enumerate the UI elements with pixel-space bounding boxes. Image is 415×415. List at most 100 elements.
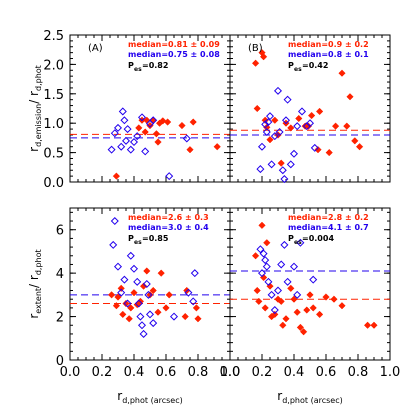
panel-a-point-blue [165, 172, 174, 181]
panel-d-median-red-text: median=2.8 ± 0.2 [288, 213, 369, 222]
panel-d-point-red [322, 293, 330, 301]
panel-c-xtick-label: 0.0 [60, 365, 81, 380]
panel-d-point-red [258, 221, 266, 230]
panel-d-point-red [287, 284, 295, 292]
panel-d-point-red [315, 310, 324, 319]
panel-c-ytick-label: 0 [56, 354, 64, 369]
panel-d-point-red [306, 291, 314, 299]
panel-c-point-red [119, 310, 127, 319]
panel-d-xtick-label: 0.6 [316, 365, 337, 380]
panel-a-median-red-text: median=0.81 ± 0.09 [128, 40, 220, 49]
panel-d-xtick-label: 0.4 [284, 365, 305, 380]
panel-a-p-value: =0.82 [142, 61, 168, 70]
panel-d-point-red [338, 302, 346, 310]
panel-d-point-red [255, 297, 263, 306]
panel-b-point-red [351, 137, 359, 145]
panel-a-point-red [135, 124, 143, 132]
panel-c-point-blue [169, 312, 179, 321]
panel-c-point-red [181, 312, 189, 321]
panel-d-point-red [330, 295, 338, 303]
panel-c-xtick-label: 1.0 [220, 365, 241, 380]
panel-a-point-red [149, 116, 157, 124]
panel-b-point-red [266, 136, 274, 144]
panel-c-point-red [122, 299, 130, 308]
panel-c-point-red [107, 291, 116, 299]
panel-a-median-blue-text: median=0.75 ± 0.08 [128, 50, 220, 59]
panel-a-ytick-label: 1.0 [43, 117, 64, 132]
panel-c-point-blue [144, 290, 153, 299]
panel-c-point-blue [109, 240, 118, 249]
panel-d-point-red [299, 328, 308, 336]
panel-b-point-red [346, 93, 354, 101]
panel-b-point-blue [257, 142, 267, 151]
panel-b-point-blue [286, 160, 295, 169]
panel-c-point-red [162, 304, 170, 312]
panel-a-point-blue [133, 132, 142, 141]
panel-b-p-value: =0.42 [302, 61, 328, 70]
panel-d-point-red [282, 315, 290, 323]
panel-c-ylabel: rextent/ rd,phot [27, 249, 43, 318]
panel-c-point-red [114, 293, 122, 301]
panel-c-point-blue [113, 262, 123, 271]
panel-c-point-red [154, 308, 162, 316]
panel-c-point-blue [120, 275, 129, 284]
panel-d-point-blue [256, 245, 265, 254]
panel-a-point-red [186, 146, 194, 154]
panel-d-point-blue [309, 275, 318, 284]
panel-b-point-red [287, 124, 295, 132]
panel-c-point-blue [123, 299, 132, 308]
panel-c-xtick-label: 0.8 [188, 365, 209, 380]
panel-c-point-blue [184, 288, 193, 297]
panel-b-point-red [304, 122, 313, 130]
panel-d-xtick-label: 0.2 [252, 365, 273, 380]
panel-d-xtick-label: 0.0 [220, 365, 241, 380]
panel-d-point-red [277, 297, 285, 306]
panel-b-p-symbol: P [288, 61, 294, 70]
panel-c-point-blue [133, 277, 142, 286]
panel-a-point-red [141, 128, 149, 136]
panel-a-p-subscript: es [134, 66, 142, 73]
panel-d-point-red [279, 321, 287, 329]
panel-d-point-blue [267, 290, 276, 299]
panel-b-p-subscript: es [294, 66, 302, 73]
panel-c-median-red-text: median=2.6 ± 0.3 [128, 213, 209, 222]
panel-d-point-red [263, 239, 271, 247]
panel-c-point-blue [142, 279, 151, 289]
panel-b-point-red [259, 53, 268, 61]
panel-a-point-blue [129, 138, 139, 147]
panel-c-point-red [157, 269, 165, 277]
panel-b-point-blue [289, 149, 299, 158]
panel-d-point-blue [270, 306, 279, 315]
panel-c-ytick-label: 6 [56, 224, 64, 239]
panel-b-point-blue [262, 128, 271, 137]
panel-a-ytick-label: 0.0 [43, 176, 64, 191]
panel-d-point-blue [259, 249, 268, 258]
panel-c-ytick-label: 2 [56, 311, 64, 326]
panel-a-point-red [154, 138, 162, 146]
panel-b-point-blue [256, 165, 265, 174]
panel-b-point-red [315, 107, 324, 116]
panel-d-xtick-label: 1.0 [380, 365, 401, 380]
panel-d-point-blue [289, 262, 299, 271]
panel-c-xtick-label: 0.6 [156, 365, 177, 380]
panel-b-label: (B) [248, 43, 263, 54]
panel-a-point-blue [121, 136, 131, 145]
panel-a-ytick-label: 0.5 [43, 147, 64, 162]
panel-c-point-red [194, 315, 202, 323]
panel-d-point-red [251, 252, 260, 260]
panel-d-point-blue [262, 262, 271, 271]
panel-a-point-blue [113, 123, 123, 132]
panel-b-point-red [343, 122, 351, 130]
panel-b-point-red [271, 116, 279, 124]
panel-d-point-red [290, 295, 298, 303]
panel-d-point-red [309, 304, 317, 312]
panel-a-point-blue [110, 129, 119, 138]
panel-c-point-red [127, 304, 135, 312]
panel-c-xtick-label: 0.2 [92, 365, 113, 380]
panel-a-point-blue [137, 113, 147, 122]
panel-b-point-blue [264, 118, 273, 127]
panel-d-point-red [271, 310, 279, 319]
panel-a-point-blue [141, 147, 150, 156]
panel-d-point-blue [277, 260, 286, 269]
panel-d-point-red [296, 323, 305, 332]
